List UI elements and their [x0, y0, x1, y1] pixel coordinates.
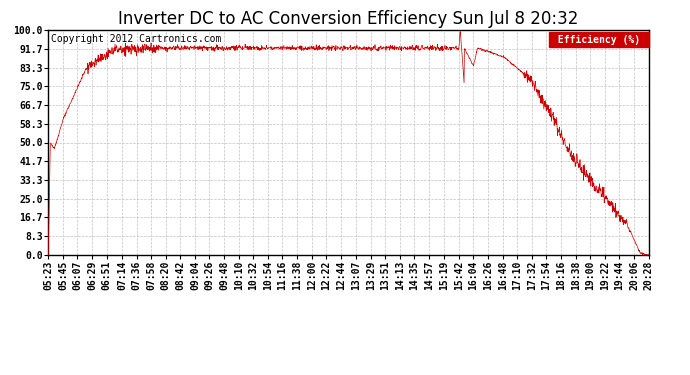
Text: Efficiency (%): Efficiency (%) — [551, 34, 646, 45]
Text: Copyright 2012 Cartronics.com: Copyright 2012 Cartronics.com — [51, 34, 221, 45]
Title: Inverter DC to AC Conversion Efficiency Sun Jul 8 20:32: Inverter DC to AC Conversion Efficiency … — [118, 10, 579, 28]
